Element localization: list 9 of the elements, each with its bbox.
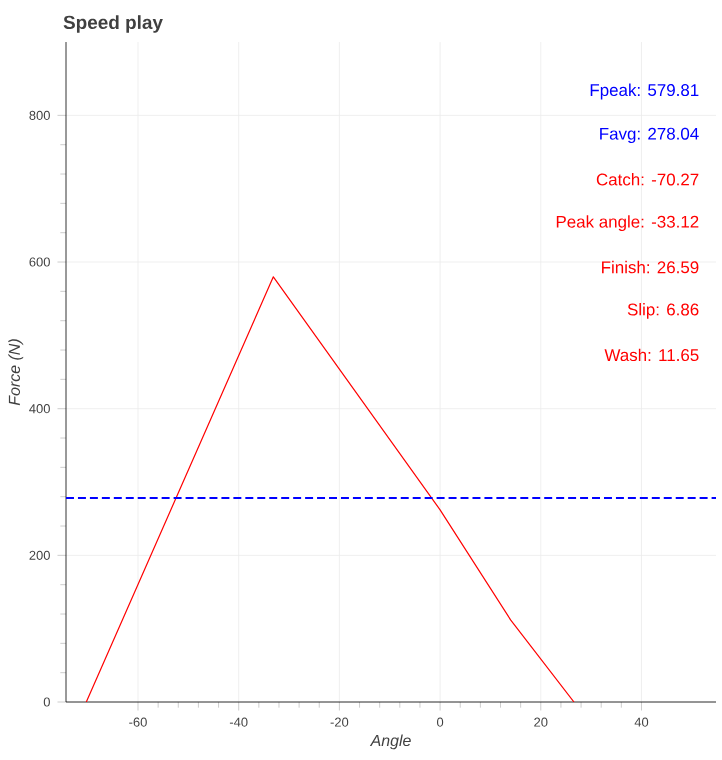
annotation: Finish: 26.59 [602,260,699,274]
line-series [85,276,575,703]
annotation: Wash: 11.65 [604,348,699,362]
annotation: Peak angle: -33.12 [556,215,699,232]
annotation: Favg: 278.04 [600,127,699,144]
annotation: Catch: -70.27 [596,173,699,186]
chart-title: Speed play [63,15,163,33]
annotation: Slip: 6.86 [627,303,699,319]
annotation: Fpeak: 579.81 [590,83,699,100]
